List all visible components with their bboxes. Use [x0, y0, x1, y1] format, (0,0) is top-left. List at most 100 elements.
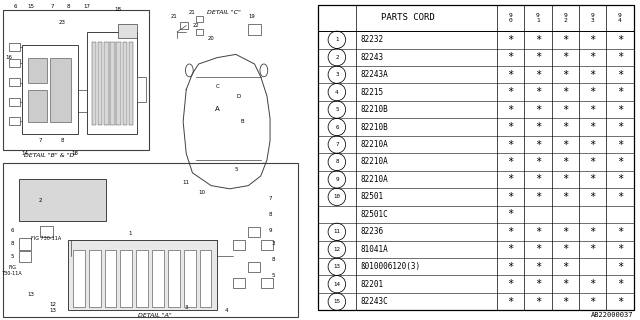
Text: *: *	[508, 122, 514, 132]
Text: *: *	[562, 227, 568, 237]
Text: *: *	[617, 157, 623, 167]
Text: D: D	[237, 93, 241, 99]
Text: 82232: 82232	[360, 35, 383, 44]
Text: *: *	[562, 87, 568, 97]
Text: *: *	[535, 105, 541, 115]
Text: 4: 4	[335, 90, 339, 95]
Bar	[123, 42, 127, 125]
Text: 8: 8	[268, 212, 272, 217]
Text: FIG 730-11A: FIG 730-11A	[31, 236, 61, 241]
Text: 82210A: 82210A	[360, 175, 388, 184]
Text: *: *	[535, 70, 541, 80]
Text: *: *	[617, 140, 623, 149]
Text: *: *	[589, 122, 596, 132]
Bar	[10, 43, 20, 51]
Text: *: *	[617, 227, 623, 237]
Text: *: *	[589, 297, 596, 307]
Text: *: *	[589, 279, 596, 289]
Text: *: *	[508, 192, 514, 202]
Text: *: *	[535, 52, 541, 62]
Text: *: *	[562, 140, 568, 149]
Text: 22: 22	[192, 23, 199, 28]
Text: 14: 14	[333, 282, 340, 287]
Bar	[73, 250, 84, 307]
Text: 23: 23	[59, 20, 65, 25]
Text: 9: 9	[335, 177, 339, 182]
Text: 3: 3	[271, 241, 275, 246]
Bar	[233, 278, 244, 288]
Text: *: *	[562, 297, 568, 307]
Text: ß010006120(3): ß010006120(3)	[360, 262, 420, 271]
Text: 15: 15	[28, 4, 35, 9]
Bar	[168, 250, 180, 307]
Text: 5: 5	[335, 107, 339, 112]
Bar	[3, 163, 298, 317]
Text: 82243A: 82243A	[360, 70, 388, 79]
Bar	[19, 179, 106, 221]
Text: 8: 8	[60, 138, 64, 143]
Bar	[19, 238, 31, 250]
Text: 21: 21	[170, 13, 177, 19]
Text: 5: 5	[11, 253, 14, 259]
Text: *: *	[617, 35, 623, 45]
Text: C: C	[216, 84, 219, 89]
Text: *: *	[617, 297, 623, 307]
Text: 13: 13	[333, 264, 340, 269]
Text: *: *	[535, 227, 541, 237]
Text: 18: 18	[71, 151, 78, 156]
Text: *: *	[617, 70, 623, 80]
Text: A: A	[215, 106, 220, 112]
Text: *: *	[508, 262, 514, 272]
Text: 17: 17	[83, 4, 90, 9]
Text: 9: 9	[268, 228, 272, 233]
Text: 9
3: 9 3	[591, 13, 595, 23]
Text: *: *	[562, 105, 568, 115]
Bar	[136, 250, 148, 307]
Text: 3: 3	[184, 305, 188, 310]
Text: 5: 5	[271, 273, 275, 278]
Text: *: *	[535, 140, 541, 149]
Text: 1: 1	[335, 37, 339, 42]
Bar	[50, 58, 72, 122]
Text: *: *	[617, 122, 623, 132]
Bar	[40, 226, 52, 237]
Text: 2: 2	[335, 55, 339, 60]
Text: 10: 10	[333, 195, 340, 199]
Text: *: *	[562, 35, 568, 45]
Text: 7: 7	[268, 196, 272, 201]
Text: 15: 15	[333, 299, 340, 304]
Text: 14: 14	[21, 151, 28, 156]
Text: *: *	[508, 244, 514, 254]
Text: 82236: 82236	[360, 227, 383, 236]
Bar	[19, 251, 31, 262]
Text: 13: 13	[28, 292, 35, 297]
Text: *: *	[562, 52, 568, 62]
Text: *: *	[508, 87, 514, 97]
Bar	[196, 29, 204, 35]
Bar	[116, 42, 121, 125]
Bar	[92, 42, 96, 125]
Text: *: *	[535, 157, 541, 167]
Text: *: *	[508, 279, 514, 289]
Text: *: *	[508, 140, 514, 149]
Text: DETAIL "C": DETAIL "C"	[207, 10, 241, 15]
Text: 13: 13	[49, 308, 56, 313]
Text: 7: 7	[335, 142, 339, 147]
Text: 82201: 82201	[360, 280, 383, 289]
Bar	[118, 24, 136, 38]
Text: *: *	[508, 70, 514, 80]
Text: 9
4: 9 4	[618, 13, 622, 23]
Text: 16: 16	[6, 55, 13, 60]
Bar	[180, 22, 188, 29]
Text: *: *	[617, 262, 623, 272]
Text: 82210A: 82210A	[360, 157, 388, 166]
Text: 82210B: 82210B	[360, 123, 388, 132]
Text: *: *	[617, 279, 623, 289]
Bar	[87, 32, 136, 134]
Text: AB22000037: AB22000037	[591, 312, 634, 318]
Text: *: *	[535, 35, 541, 45]
Bar	[248, 227, 260, 237]
Text: 82243: 82243	[360, 53, 383, 62]
Text: 9
2: 9 2	[563, 13, 567, 23]
Text: 3: 3	[335, 72, 339, 77]
